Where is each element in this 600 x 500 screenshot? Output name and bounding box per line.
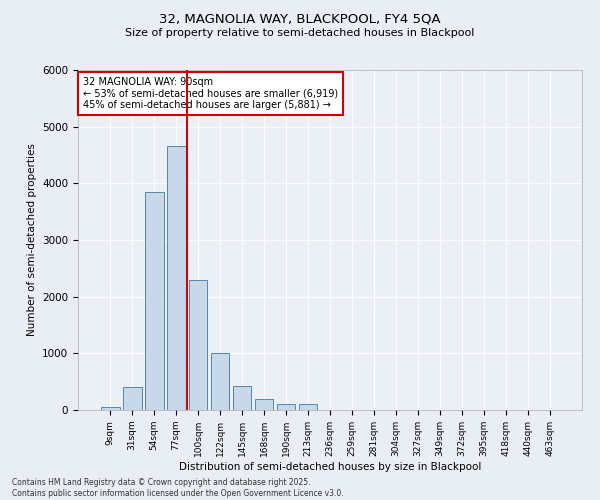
Text: 32 MAGNOLIA WAY: 90sqm
← 53% of semi-detached houses are smaller (6,919)
45% of : 32 MAGNOLIA WAY: 90sqm ← 53% of semi-det…: [83, 77, 338, 110]
Text: 32, MAGNOLIA WAY, BLACKPOOL, FY4 5QA: 32, MAGNOLIA WAY, BLACKPOOL, FY4 5QA: [159, 12, 441, 26]
Bar: [123, 387, 142, 410]
Bar: [255, 398, 274, 410]
X-axis label: Distribution of semi-detached houses by size in Blackpool: Distribution of semi-detached houses by …: [179, 462, 481, 471]
Bar: [233, 386, 251, 410]
Y-axis label: Number of semi-detached properties: Number of semi-detached properties: [26, 144, 37, 336]
Bar: [299, 404, 317, 410]
Bar: [167, 146, 185, 410]
Text: Size of property relative to semi-detached houses in Blackpool: Size of property relative to semi-detach…: [125, 28, 475, 38]
Bar: [101, 407, 119, 410]
Bar: [189, 280, 208, 410]
Text: Contains HM Land Registry data © Crown copyright and database right 2025.
Contai: Contains HM Land Registry data © Crown c…: [12, 478, 344, 498]
Bar: [211, 354, 229, 410]
Bar: [277, 404, 295, 410]
Bar: [145, 192, 164, 410]
